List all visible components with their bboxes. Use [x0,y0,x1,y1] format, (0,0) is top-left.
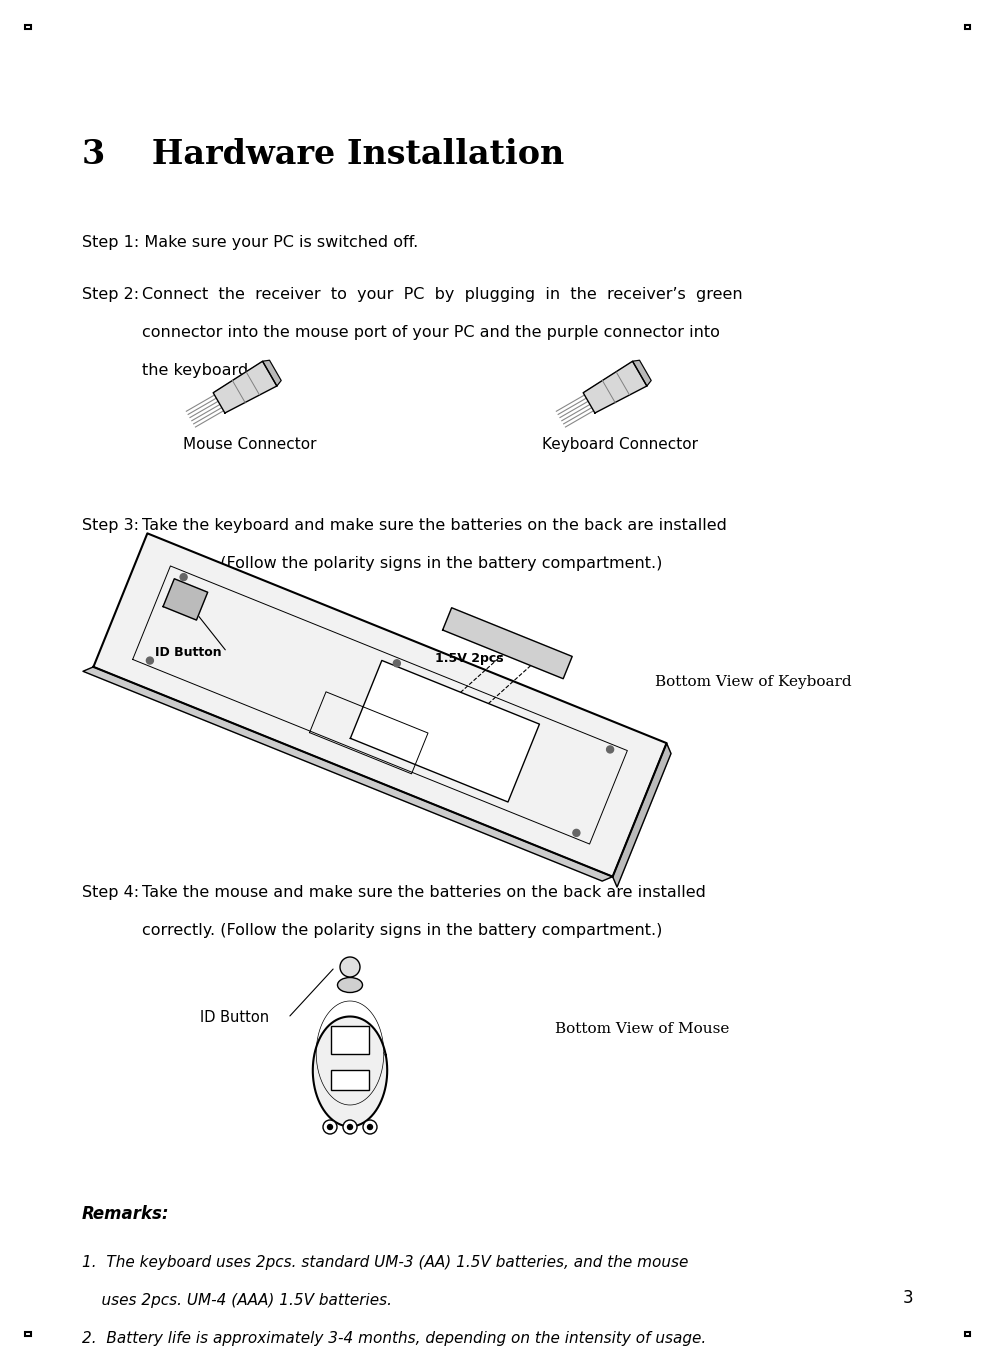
Text: Connect  the  receiver  to  your  PC  by  plugging  in  the  receiver’s  green: Connect the receiver to your PC by plugg… [142,287,742,302]
Bar [25,24,31,29]
Text: ID Button: ID Button [155,645,222,659]
Polygon shape [213,361,276,412]
Text: Bottom View of Mouse: Bottom View of Mouse [555,1022,729,1036]
Text: Bottom View of Keyboard: Bottom View of Keyboard [654,675,851,689]
Polygon shape [83,667,612,881]
Circle shape [327,1124,332,1130]
Ellipse shape [337,977,362,992]
Bar [331,1026,369,1053]
Text: Keyboard Connector: Keyboard Connector [542,437,698,452]
Bar [25,1332,31,1337]
Polygon shape [163,578,208,621]
Text: 3: 3 [902,1289,912,1307]
Text: 1.  The keyboard uses 2pcs. standard UM-3 (AA) 1.5V batteries, and the mouse: 1. The keyboard uses 2pcs. standard UM-3… [82,1255,688,1270]
Text: Remarks:: Remarks: [82,1204,169,1224]
Text: Take the keyboard and make sure the batteries on the back are installed: Take the keyboard and make sure the batt… [142,519,727,534]
Text: uses 2pcs. UM-4 (AAA) 1.5V batteries.: uses 2pcs. UM-4 (AAA) 1.5V batteries. [82,1293,392,1308]
Text: 2.  Battery life is approximately 3-4 months, depending on the intensity of usag: 2. Battery life is approximately 3-4 mon… [82,1331,706,1346]
Polygon shape [93,534,666,876]
Polygon shape [262,361,281,387]
Text: 3    Hardware Installation: 3 Hardware Installation [82,137,564,171]
Circle shape [393,660,400,667]
Text: connector into the mouse port of your PC and the purple connector into: connector into the mouse port of your PC… [142,325,719,340]
Polygon shape [442,608,572,679]
Text: Step 3:: Step 3: [82,519,139,534]
Text: Take the mouse and make sure the batteries on the back are installed: Take the mouse and make sure the batteri… [142,885,705,900]
Polygon shape [312,1017,387,1127]
Polygon shape [612,743,670,887]
Circle shape [606,746,613,753]
Text: ID Button: ID Button [200,1010,268,1025]
Circle shape [146,657,153,664]
Text: correctly. (Follow the polarity signs in the battery compartment.): correctly. (Follow the polarity signs in… [142,557,662,572]
Circle shape [323,1120,337,1134]
Bar [331,1070,369,1090]
Circle shape [340,957,360,977]
Text: Step 1: Make sure your PC is switched off.: Step 1: Make sure your PC is switched of… [82,235,417,250]
Circle shape [343,1120,357,1134]
Circle shape [367,1124,372,1130]
Bar [963,1332,969,1337]
Text: 1.5V 2pcs: 1.5V 2pcs [434,652,503,664]
Circle shape [180,573,187,581]
Polygon shape [632,361,650,387]
Bar [963,24,969,29]
Text: Mouse Connector: Mouse Connector [183,437,316,452]
Text: correctly. (Follow the polarity signs in the battery compartment.): correctly. (Follow the polarity signs in… [142,923,662,938]
Text: the keyboard.: the keyboard. [142,363,253,378]
Text: Step 4:: Step 4: [82,885,139,900]
Circle shape [363,1120,377,1134]
Polygon shape [350,660,539,802]
Text: Step 2:: Step 2: [82,287,139,302]
Circle shape [573,829,580,837]
Polygon shape [582,361,646,412]
Circle shape [347,1124,352,1130]
